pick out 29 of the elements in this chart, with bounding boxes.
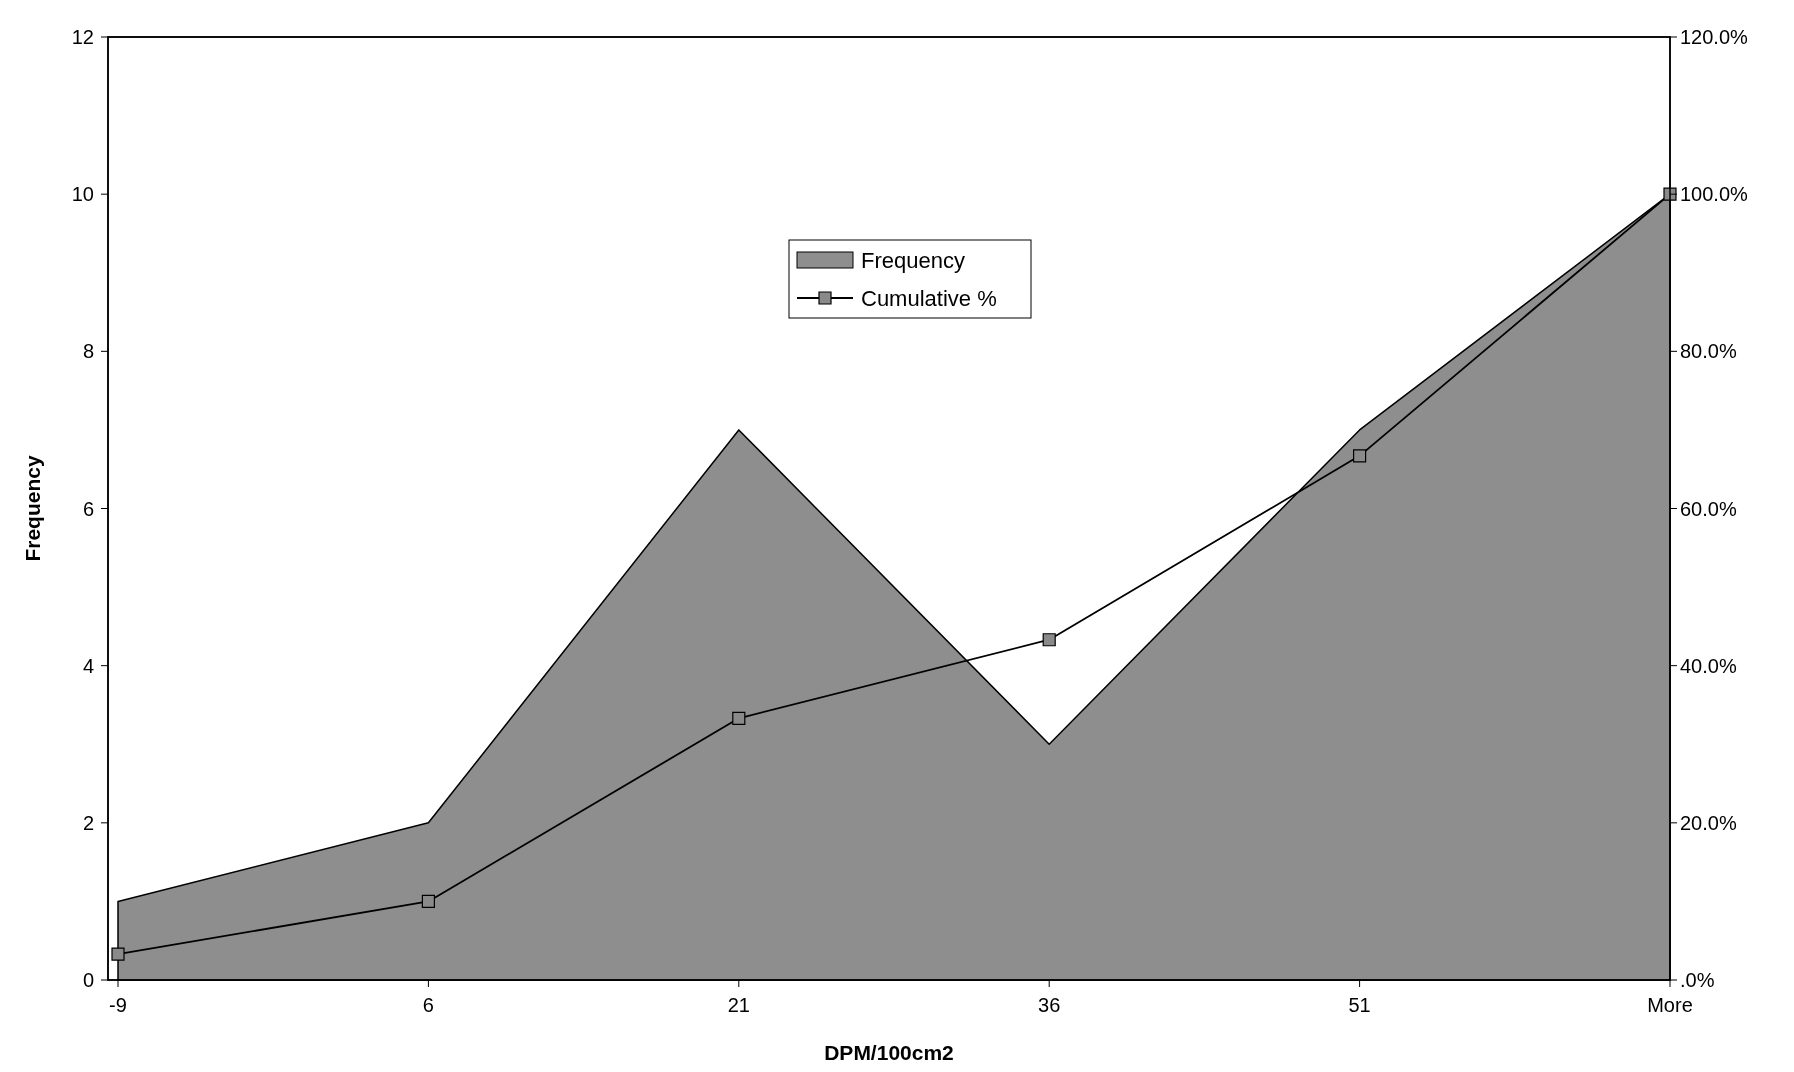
y-tick-label: 8 [82, 340, 94, 363]
point [732, 711, 746, 725]
y2-tick-label: 60.0% [1680, 497, 1737, 520]
x-axis-title: DPM/100cm2 [824, 1041, 954, 1064]
y2-tick-label: 20.0% [1680, 811, 1737, 834]
x-tick-label: -9 [109, 994, 127, 1016]
x-tick-label: 51 [1348, 994, 1371, 1016]
point [421, 894, 435, 909]
y-tick-label: 2 [82, 811, 94, 834]
y-tick-label: 10 [71, 183, 94, 206]
y-tick-label: 4 [82, 654, 94, 677]
y-axis-title: Frequency [21, 455, 44, 562]
y2-tick-label: .0% [1680, 969, 1715, 991]
x-tick-label: 36 [1038, 994, 1061, 1016]
y-tick-label: 6 [82, 497, 94, 520]
x-tick-label: 6 [422, 994, 434, 1016]
point [1353, 449, 1367, 463]
y2-tick-label: 100.0% [1680, 183, 1749, 206]
y-tick-label: 0 [82, 969, 94, 991]
x-tick-label: 21 [727, 994, 750, 1016]
y2-tick-label: 80.0% [1680, 340, 1737, 363]
point [1042, 633, 1056, 647]
legend-label: Cumulative % [861, 285, 997, 311]
y2-tick-label: 40.0% [1680, 654, 1737, 677]
point [111, 947, 125, 961]
legend-label: Frequency [861, 247, 965, 273]
y2-tick-label: 120.0% [1680, 26, 1749, 48]
x-tick-label: More [1647, 994, 1693, 1016]
y-tick-label: 12 [71, 26, 94, 48]
